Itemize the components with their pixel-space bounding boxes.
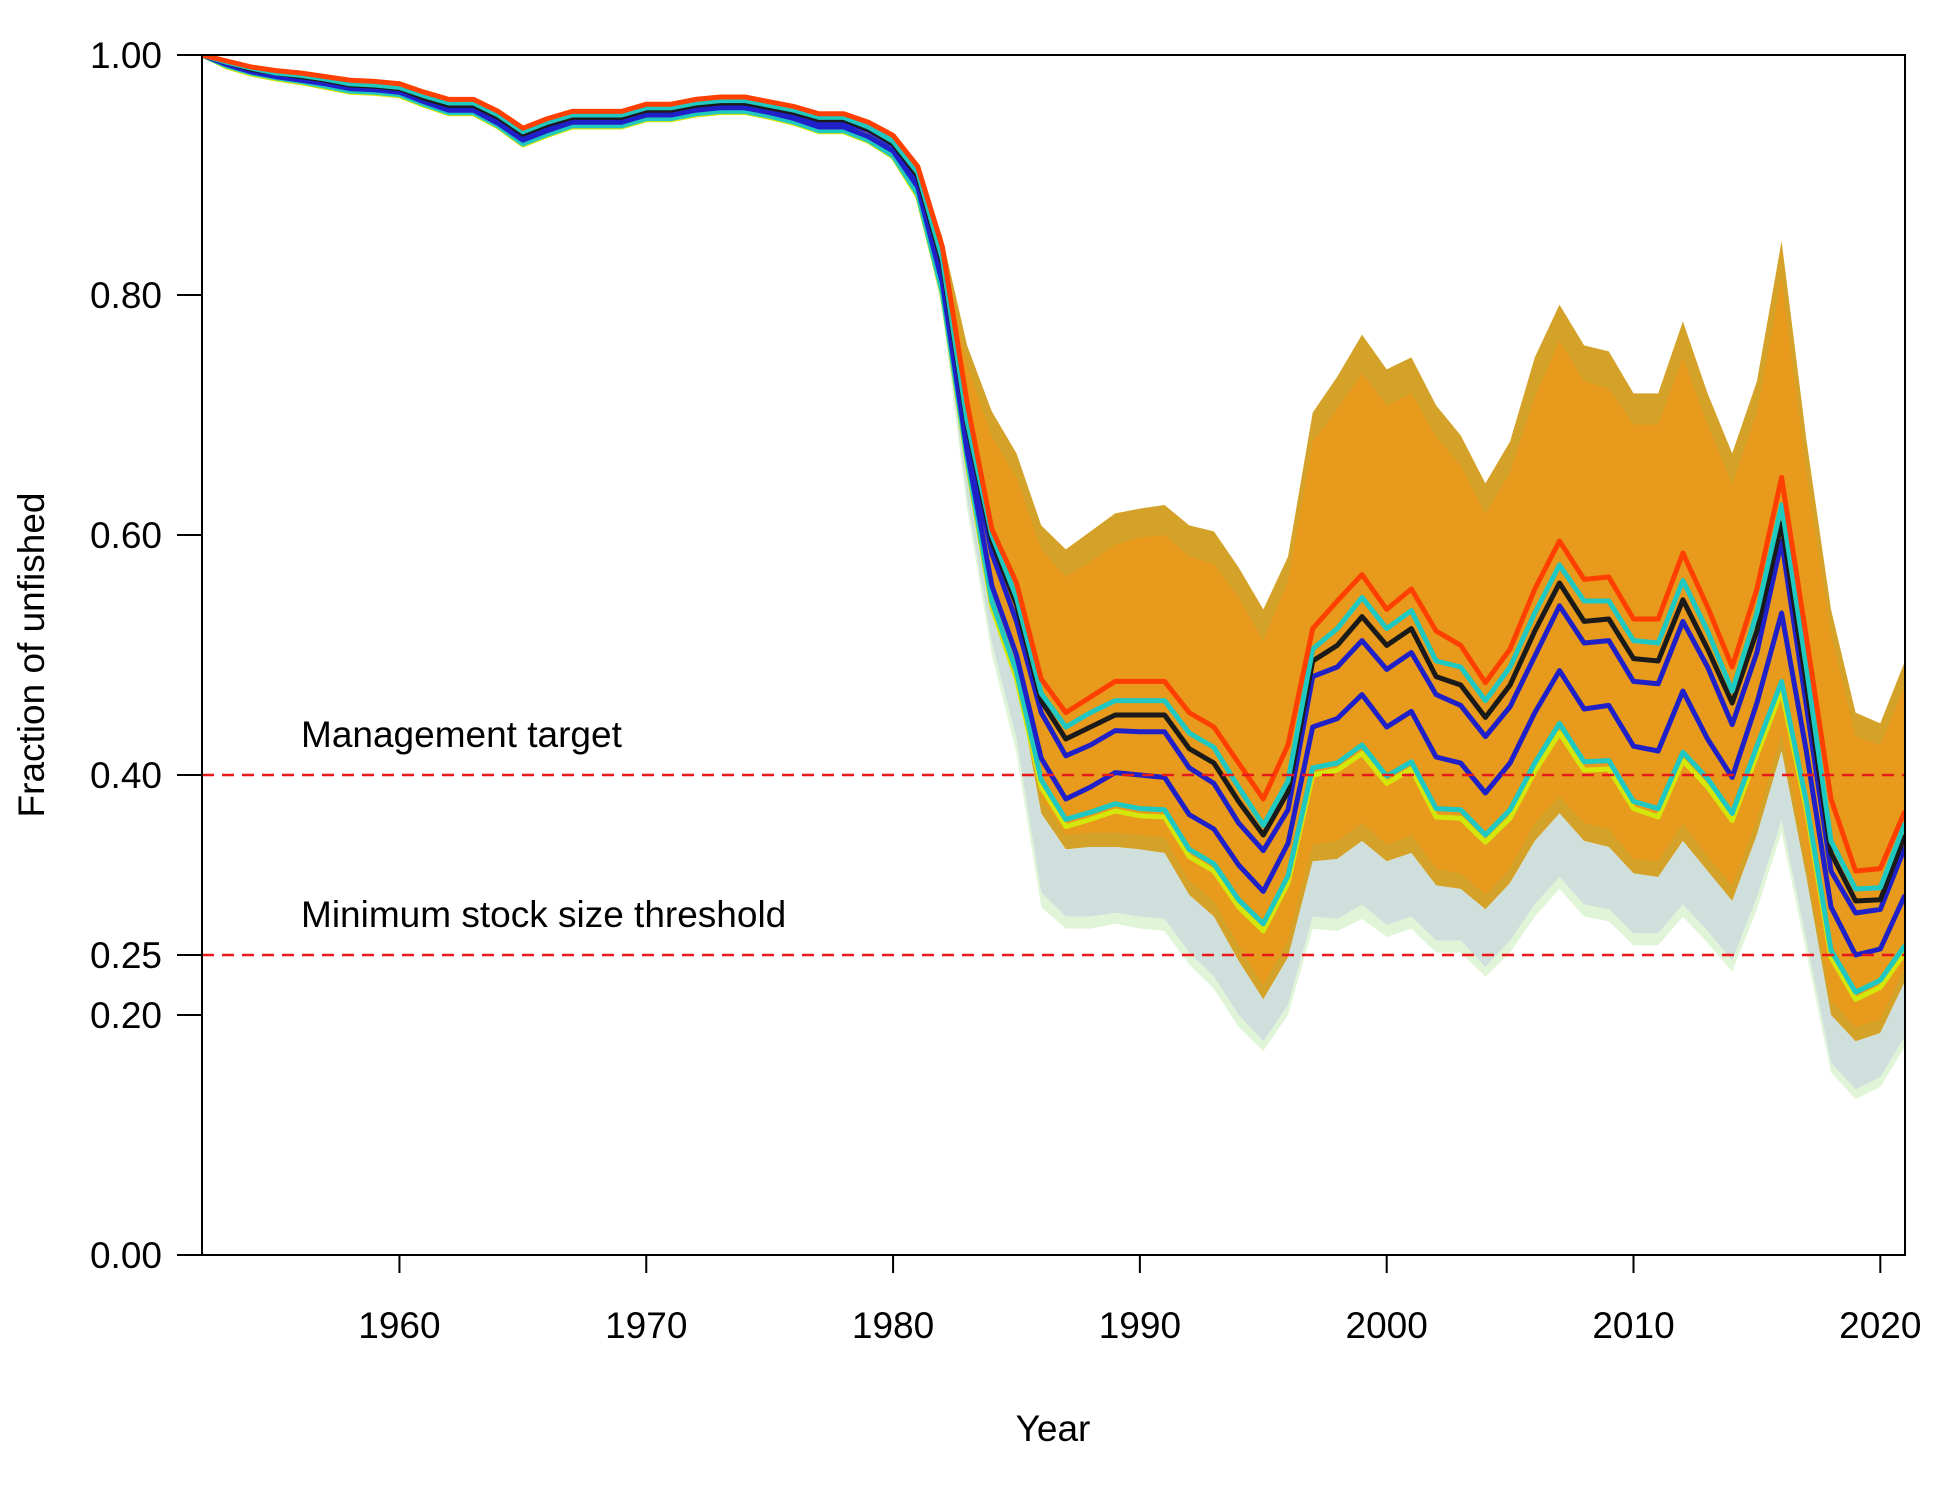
y-tick-label-0.40: 0.40 <box>90 755 162 796</box>
uncertainty-bands <box>202 55 1905 1099</box>
series-line-6 <box>202 55 1905 892</box>
x-axis: 1960 1970 1980 1990 2000 2010 2020 <box>358 1255 1921 1346</box>
y-tick-label-0.25: 0.25 <box>90 935 162 976</box>
y-tick-label-0.60: 0.60 <box>90 515 162 556</box>
x-tick-label-1990: 1990 <box>1099 1305 1181 1346</box>
x-tick-label-1970: 1970 <box>605 1305 687 1346</box>
plot-frame <box>201 54 1906 1256</box>
y-axis: 0.00 0.20 0.25 0.40 0.60 0.80 1.00 <box>90 35 202 1276</box>
y-tick-label-1.00: 1.00 <box>90 35 162 76</box>
y-axis-title: Fraction of unfished <box>11 493 52 818</box>
band-3 <box>202 55 1905 1090</box>
x-tick-label-1980: 1980 <box>852 1305 934 1346</box>
reference-label-1: Management target <box>301 714 623 755</box>
y-tick-label-0.80: 0.80 <box>90 275 162 316</box>
y-tick-label-0.20: 0.20 <box>90 995 162 1036</box>
reference-lines: Management target Minimum stock size thre… <box>202 714 1905 957</box>
x-tick-label-2020: 2020 <box>1839 1305 1921 1346</box>
series-line-3 <box>202 55 1905 958</box>
x-tick-label-1960: 1960 <box>358 1305 440 1346</box>
y-tick-label-0.00: 0.00 <box>90 1235 162 1276</box>
reference-label-2: Minimum stock size threshold <box>301 894 786 935</box>
series-lines <box>202 55 1905 1002</box>
x-tick-label-2000: 2000 <box>1346 1305 1428 1346</box>
series-line-7 <box>202 55 1905 874</box>
x-axis-title: Year <box>1016 1408 1091 1449</box>
x-tick-label-2010: 2010 <box>1592 1305 1674 1346</box>
